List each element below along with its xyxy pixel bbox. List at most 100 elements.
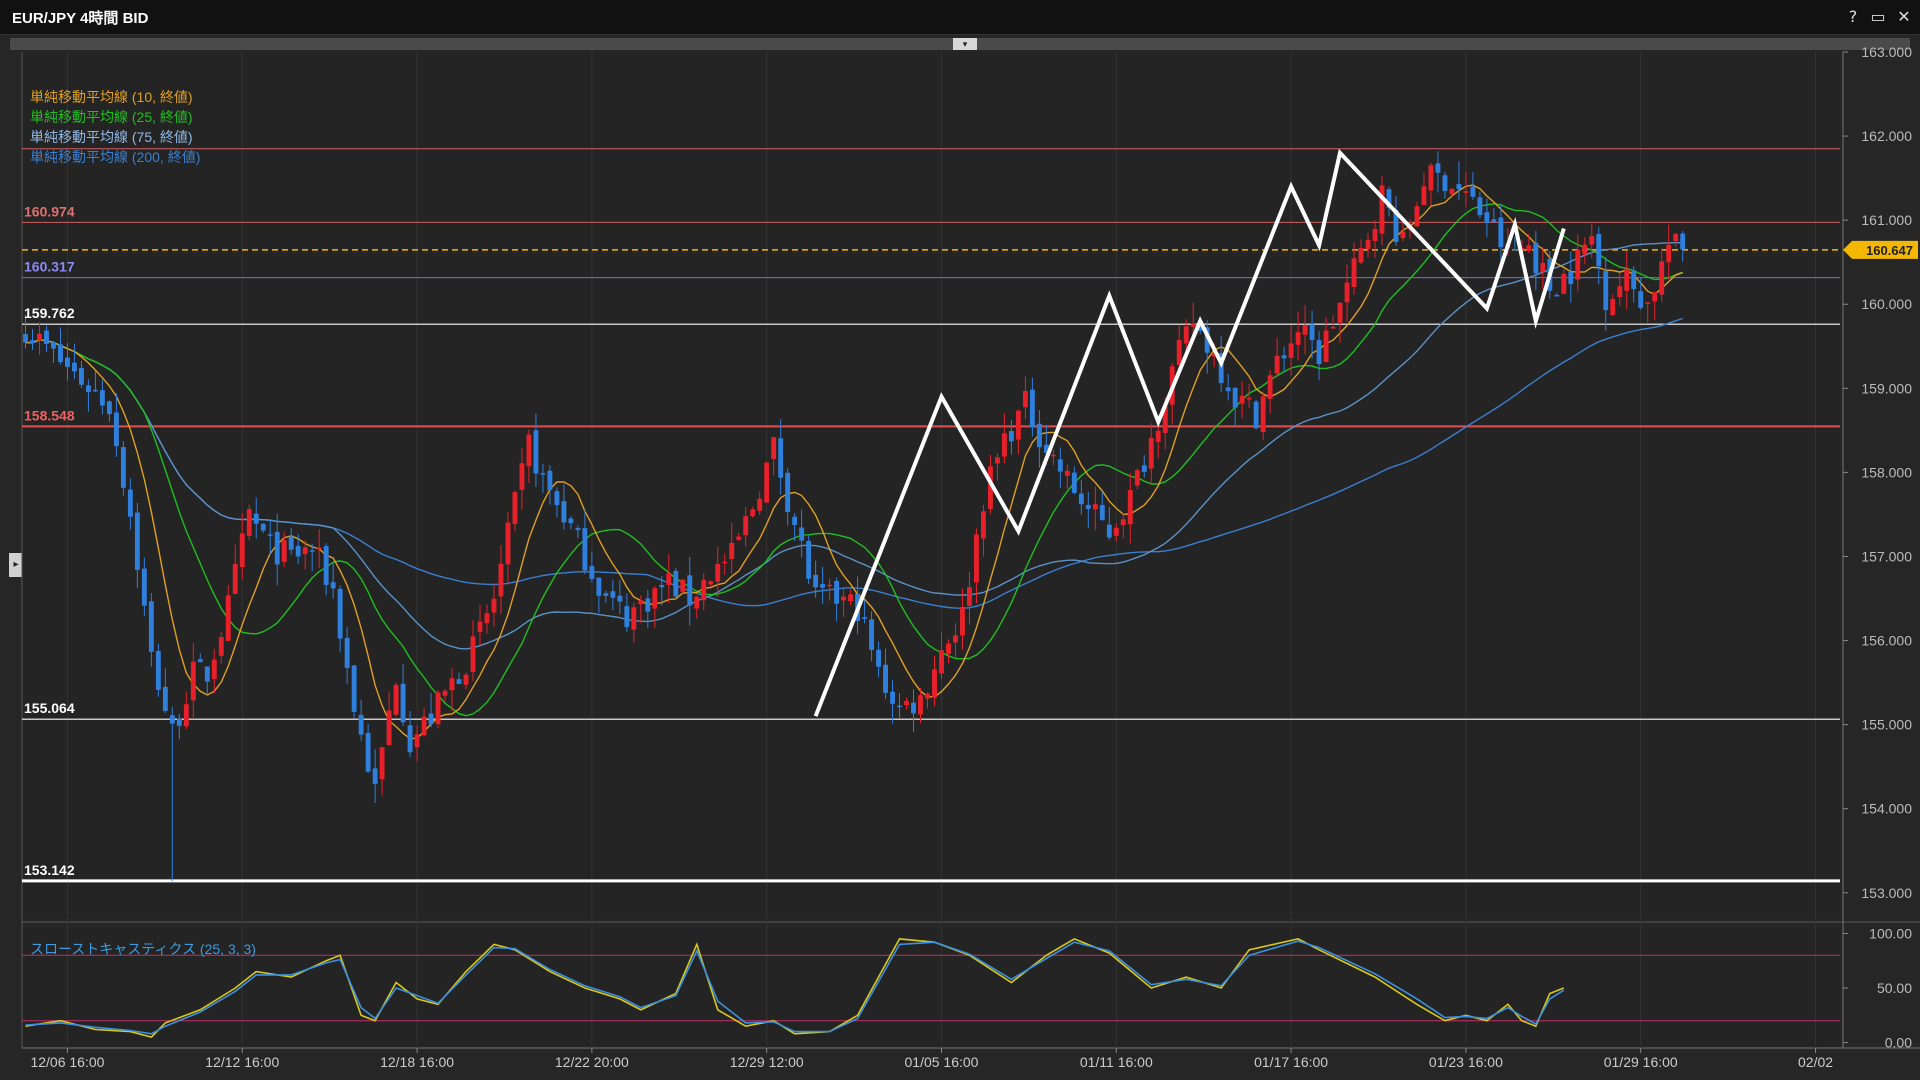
candle-body (1071, 472, 1077, 493)
y-tick-label: 156.000 (1861, 633, 1912, 649)
candle-body (1554, 294, 1560, 297)
candle-body (722, 561, 728, 564)
candle-body (407, 725, 413, 753)
candle-body (1645, 302, 1651, 304)
candle-body (932, 669, 937, 698)
candle-body (1435, 163, 1441, 173)
x-tick-label: 01/11 16:00 (1080, 1054, 1153, 1070)
candle-body (99, 390, 105, 406)
sma-25-line (25, 203, 1683, 717)
candle-body (316, 547, 322, 550)
candle-body (652, 588, 658, 609)
candle-body (442, 690, 448, 696)
candle-body (862, 617, 868, 619)
candle-body (980, 511, 986, 539)
candle-body (785, 472, 791, 512)
legend-entry: 単純移動平均線 (10, 終値) (30, 89, 193, 105)
candle-body (1561, 273, 1567, 294)
candle-body (1211, 353, 1217, 357)
candle-body (309, 550, 315, 552)
legend-entry: 単純移動平均線 (25, 終値) (30, 109, 193, 125)
candle-body (1309, 324, 1315, 340)
candle-body (561, 501, 567, 523)
candle-body (904, 701, 909, 706)
candle-body (1575, 249, 1581, 280)
candle-body (204, 666, 210, 682)
candle-body (708, 581, 714, 585)
candle-body (1015, 410, 1021, 440)
candle-body (631, 607, 637, 630)
candle-body (547, 470, 553, 491)
stochastic-tick-label: 50.00 (1877, 980, 1912, 996)
stochastic-k-line (25, 938, 1565, 1038)
candle-body (1456, 184, 1462, 190)
candle-body (1610, 298, 1616, 316)
candle-body (400, 683, 406, 723)
candle-body (1113, 527, 1119, 536)
candle-body (393, 684, 399, 715)
candle-body (134, 512, 140, 570)
candle-body (806, 540, 812, 579)
candle-body (1596, 233, 1602, 267)
candle-body (428, 713, 434, 725)
candle-body (883, 664, 888, 693)
main-plot-area (22, 52, 1840, 918)
candle-body (610, 591, 616, 598)
level-label: 160.974 (24, 203, 75, 219)
candle-body (330, 582, 336, 589)
candle-body (827, 584, 833, 587)
y-tick-label: 161.000 (1861, 212, 1912, 228)
candle-body (1617, 286, 1623, 298)
candle-body (1414, 206, 1420, 227)
candle-body (491, 598, 497, 613)
candle-body (190, 661, 196, 701)
candle-body (987, 466, 993, 509)
candle-body (1106, 524, 1112, 538)
candle-body (1351, 258, 1357, 287)
candle-body (820, 584, 826, 588)
candle-body (78, 367, 84, 385)
candle-body (533, 430, 539, 474)
candle-body (638, 600, 644, 605)
candle-body (1421, 186, 1427, 205)
candle-body (778, 438, 784, 478)
y-tick-label: 154.000 (1861, 801, 1912, 817)
candle-body (225, 595, 231, 641)
candle-body (666, 573, 672, 585)
candle-body (379, 747, 385, 780)
help-icon[interactable]: ? (1848, 7, 1858, 26)
sma-75-line (25, 241, 1683, 650)
candle-body (750, 509, 756, 517)
candle-body (281, 540, 287, 562)
candle-body (449, 678, 455, 691)
candle-body (1659, 261, 1665, 295)
x-tick-label: 12/29 12:00 (730, 1054, 804, 1070)
candle-body (890, 691, 895, 704)
candle-body (1330, 327, 1336, 329)
candle-body (1029, 389, 1035, 428)
candle-body (1477, 197, 1483, 216)
candle-body (1379, 185, 1385, 234)
candle-body (211, 659, 217, 680)
candle-body (169, 715, 175, 724)
title-bar: EUR/JPY 4時間 BID ? ▭ ✕ (0, 0, 1920, 35)
candle-body (498, 563, 504, 597)
candle-body (456, 679, 462, 684)
candle-body (92, 389, 98, 392)
candle-body (960, 606, 965, 636)
close-icon[interactable]: ✕ (1897, 7, 1911, 26)
candle-body (1148, 438, 1154, 469)
level-label: 160.317 (24, 259, 75, 275)
candle-body (715, 563, 721, 582)
candle-body (65, 357, 70, 367)
chevron-down-icon[interactable]: ▾ (953, 38, 977, 50)
maximize-icon[interactable]: ▭ (1870, 7, 1886, 26)
candle-body (1386, 189, 1392, 208)
candle-body (1568, 271, 1574, 285)
candle-body (792, 516, 798, 525)
side-panel-toggle-icon[interactable]: ▸ (9, 553, 23, 577)
candle-body (358, 714, 364, 735)
candle-body (1533, 242, 1539, 274)
stochastic-plot-area (22, 928, 1840, 1048)
